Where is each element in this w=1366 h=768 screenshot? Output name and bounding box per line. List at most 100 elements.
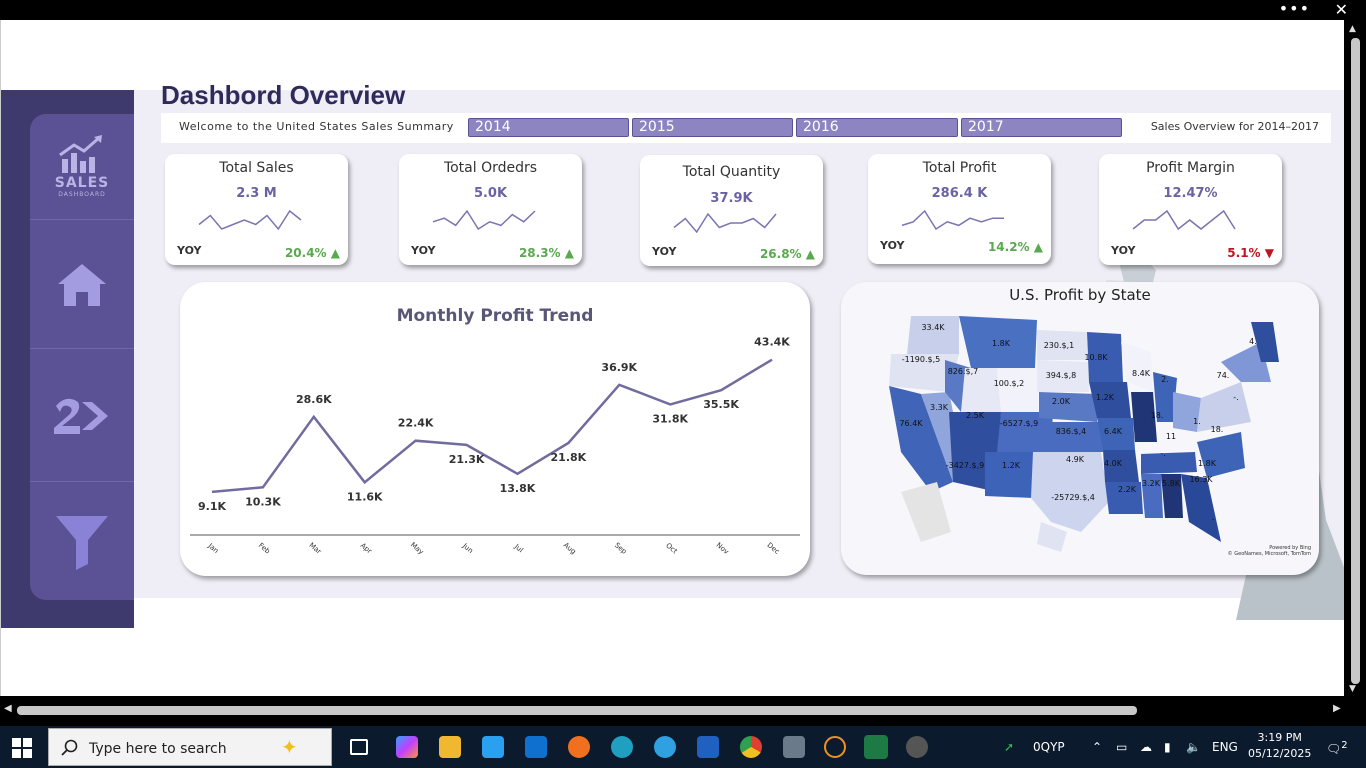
state-profit-label: 33.4K	[921, 323, 945, 332]
state-profit-label: 2.	[1161, 375, 1169, 384]
state-profit-label: 4.0K	[1104, 459, 1123, 468]
kpi-sparkline	[432, 209, 536, 231]
device-icon[interactable]: ▭	[1116, 740, 1128, 754]
triangle-up-icon: ▲	[564, 246, 574, 260]
horizontal-scrollbar[interactable]: ◀ ▶	[0, 696, 1366, 726]
outlook-icon[interactable]	[525, 736, 547, 758]
arrow-two-icon	[54, 398, 108, 434]
close-icon[interactable]: ✕	[1334, 0, 1348, 19]
vertical-scrollbar[interactable]: ▲ ▼	[1344, 20, 1366, 696]
state-profit-label: 5.8K	[1162, 479, 1181, 488]
scroll-up-icon[interactable]: ▲	[1349, 24, 1356, 34]
kpi-card-total-profit: Total Profit 286.4 K YOY 14.2% ▲	[868, 154, 1051, 264]
filter-bar: Welcome to the United States Sales Summa…	[161, 113, 1331, 143]
telegram-icon[interactable]	[654, 736, 676, 758]
sidebar-item-filter[interactable]	[30, 483, 134, 600]
data-label: 13.8K	[500, 482, 536, 495]
stock-ticker[interactable]: 0QYP	[1033, 740, 1065, 754]
triangle-down-icon: ▼	[1264, 246, 1274, 260]
firefox-icon[interactable]	[568, 736, 590, 758]
chevron-up-icon[interactable]: ⌃	[1092, 740, 1103, 754]
kpi-value: 37.9K	[710, 191, 753, 206]
year-button-2015[interactable]: 2015	[632, 118, 793, 137]
vscode-icon[interactable]	[697, 736, 719, 758]
taskbar-search[interactable]: Type here to search ✦	[48, 728, 332, 766]
x-tick-label: Aug	[562, 541, 578, 556]
state-profit-label: 18.	[1151, 411, 1164, 420]
kpi-change: 26.8% ▲	[759, 247, 815, 261]
vertical-scroll-thumb[interactable]	[1351, 38, 1360, 684]
state-profit-label: -6527.$,9	[1000, 419, 1039, 428]
battery-icon[interactable]: ▮	[1164, 740, 1171, 754]
state-profit-label: 76.4K	[899, 419, 923, 428]
x-tick-label: May	[409, 541, 425, 556]
volume-icon[interactable]: 🔈	[1186, 740, 1201, 754]
profit-series-line	[211, 358, 773, 494]
calculator-icon[interactable]	[783, 736, 805, 758]
state-profit-label: 18.	[1211, 425, 1224, 434]
logo-text: SALES	[54, 175, 110, 191]
store-icon[interactable]	[482, 736, 504, 758]
scroll-left-icon[interactable]: ◀	[4, 703, 12, 714]
kpi-yoy-label: YOY	[177, 244, 202, 257]
state-profit-label: 8.4K	[1132, 369, 1151, 378]
language-indicator[interactable]: ENG	[1212, 740, 1238, 754]
chrome-icon[interactable]	[740, 736, 762, 758]
sidebar-item-logo[interactable]: SALES DASHBOARD	[30, 114, 134, 220]
home-icon	[58, 263, 106, 306]
data-label: 10.3K	[245, 495, 281, 508]
sidebar-item-forward[interactable]	[30, 350, 134, 482]
kpi-sparkline	[1132, 209, 1236, 231]
chart-title: Monthly Profit Trend	[396, 306, 594, 326]
monthly-profit-chart: 9.1K Jan 10.3K Feb 28.6K Mar 11.6K Apr 22.4K May 2…	[190, 336, 800, 556]
state-profit-label: -1190.$,5	[902, 355, 941, 364]
kpi-value: 12.47%	[1163, 186, 1218, 201]
state-profit-label: 3.3K	[930, 403, 949, 412]
scroll-down-icon[interactable]: ▼	[1349, 684, 1356, 694]
state-profit-label: -25729.$,4	[1051, 493, 1095, 502]
kpi-title: Total Quantity	[682, 164, 781, 180]
scroll-right-icon[interactable]: ▶	[1333, 703, 1341, 714]
sync-icon[interactable]	[824, 736, 846, 758]
horizontal-scroll-thumb[interactable]	[17, 706, 1137, 715]
windows-start-icon[interactable]	[12, 738, 32, 758]
notification-icon[interactable]: 🗨2	[1326, 740, 1348, 756]
logo-subtext: DASHBOARD	[58, 191, 106, 198]
copilot-icon[interactable]	[396, 736, 418, 758]
state-profit-label: 6.4K	[1104, 427, 1123, 436]
clock[interactable]: 3:19 PM 05/12/2025	[1248, 730, 1311, 762]
state-profit-label: 2.2K	[1118, 485, 1137, 494]
data-label: 31.8K	[652, 412, 688, 425]
excel-icon[interactable]	[864, 735, 888, 759]
profit-map-card: U.S. Profit by State	[841, 282, 1319, 575]
sparkline-path	[673, 212, 777, 234]
search-placeholder: Type here to search	[89, 741, 227, 757]
kpi-sparkline	[673, 212, 777, 234]
file-explorer-icon[interactable]	[439, 736, 461, 758]
kpi-title: Total Sales	[219, 160, 294, 176]
kpi-change: 5.1% ▼	[1227, 246, 1274, 260]
kpi-yoy-label: YOY	[1111, 244, 1136, 257]
state-profit-label: 74.	[1217, 371, 1230, 380]
state-profit-label: 2.5K	[966, 411, 985, 420]
cloud-icon[interactable]: ☁	[1140, 740, 1152, 754]
data-label: 11.6K	[347, 490, 383, 503]
kpi-card-total-sales: Total Sales 2.3 M YOY 20.4% ▲	[165, 154, 348, 265]
kpi-change: 20.4% ▲	[284, 246, 340, 260]
stock-icon: ➚	[1004, 740, 1015, 754]
year-button-2014[interactable]: 2014	[468, 118, 629, 137]
triangle-up-icon: ▲	[1033, 240, 1043, 254]
sidebar-item-home[interactable]	[30, 221, 134, 349]
clock-date: 05/12/2025	[1248, 747, 1312, 760]
year-button-2017[interactable]: 2017	[961, 118, 1122, 137]
x-tick-label: Apr	[359, 542, 374, 556]
year-button-2016[interactable]: 2016	[796, 118, 958, 137]
media-icon[interactable]	[906, 736, 928, 758]
filter-icon	[56, 515, 108, 570]
task-view-icon[interactable]	[350, 739, 368, 755]
us-profit-map[interactable]: 33.4K -1190.$,5 1.8K 230.$,1 10.8K 4. 826.$,7 1…	[841, 282, 1319, 575]
more-options-icon[interactable]: •••	[1278, 0, 1310, 18]
edge-icon[interactable]	[611, 736, 633, 758]
kpi-card-profit-margin: Profit Margin 12.47% YOY 5.1% ▼	[1099, 154, 1282, 265]
state-profit-label: 2.0K	[1052, 397, 1071, 406]
